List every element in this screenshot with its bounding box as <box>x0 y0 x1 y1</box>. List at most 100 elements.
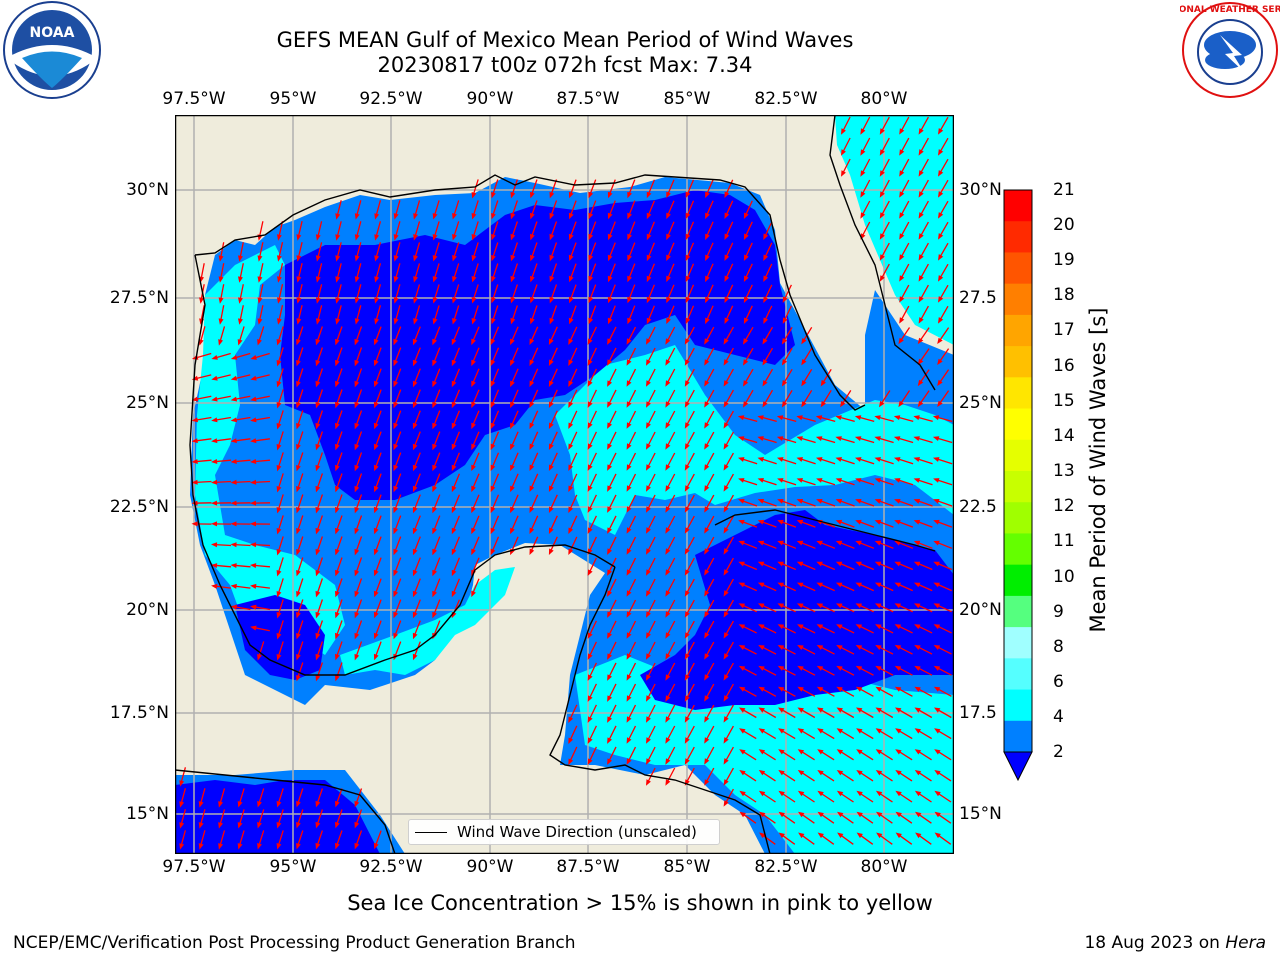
wave-direction-arrow <box>763 263 773 282</box>
wave-direction-arrow <box>490 536 500 556</box>
wave-direction-arrow <box>250 604 271 611</box>
lat-label-left: 22.5°N <box>109 497 169 517</box>
wave-direction-arrow <box>913 519 933 528</box>
wave-direction-arrow <box>587 368 597 387</box>
wave-direction-arrow <box>471 326 480 346</box>
wave-direction-arrow <box>237 326 245 346</box>
wave-direction-arrow <box>529 410 539 429</box>
wave-direction-arrow <box>568 389 578 408</box>
wave-direction-arrow <box>393 473 402 493</box>
wave-direction-arrow <box>895 707 913 719</box>
wave-direction-arrow <box>568 326 578 345</box>
wave-direction-arrow <box>879 158 890 177</box>
wave-direction-arrow <box>393 578 402 598</box>
wave-direction-arrow <box>816 645 835 655</box>
wave-direction-arrow <box>723 578 734 597</box>
map-frame <box>174 114 955 855</box>
wave-direction-arrow <box>587 620 597 639</box>
wave-direction-arrow <box>218 326 226 346</box>
wave-direction-arrow <box>778 728 796 740</box>
wave-direction-arrow <box>757 478 777 486</box>
wave-direction-arrow <box>724 200 734 219</box>
wave-direction-arrow <box>704 473 715 492</box>
wave-direction-arrow <box>777 624 796 634</box>
wave-direction-arrow <box>315 431 324 451</box>
wave-direction-arrow <box>568 536 578 555</box>
wave-direction-arrow <box>211 352 231 360</box>
wave-direction-arrow <box>918 242 929 261</box>
wave-direction-arrow <box>938 221 949 240</box>
wave-direction-arrow <box>938 116 949 135</box>
wave-direction-arrow <box>510 515 519 535</box>
wave-direction-arrow <box>191 438 212 444</box>
wave-direction-arrow <box>568 221 577 241</box>
wave-direction-arrow <box>549 179 558 199</box>
wave-direction-arrow <box>452 284 460 304</box>
wave-direction-arrow <box>816 665 835 676</box>
wave-direction-arrow <box>938 158 949 177</box>
wave-direction-arrow <box>933 499 953 507</box>
wave-direction-arrow <box>646 746 656 765</box>
wave-direction-arrow <box>723 557 734 576</box>
wave-direction-arrow <box>738 457 758 465</box>
wave-direction-arrow <box>491 200 499 220</box>
wave-direction-arrow <box>914 686 933 697</box>
wave-direction-arrow <box>510 389 519 409</box>
wave-direction-arrow <box>776 436 797 444</box>
wave-direction-arrow <box>798 811 815 824</box>
wave-direction-arrow <box>934 770 952 782</box>
wave-direction-arrow <box>797 707 816 719</box>
wave-direction-arrow <box>781 389 793 408</box>
wave-direction-arrow <box>230 479 251 485</box>
colorbar-swatch <box>1004 595 1032 628</box>
wave-direction-arrow <box>684 368 695 387</box>
wave-direction-arrow <box>875 603 894 613</box>
wave-direction-arrow <box>374 221 382 241</box>
wave-direction-arrow <box>894 478 914 486</box>
wave-direction-arrow <box>568 515 578 534</box>
wave-direction-arrow <box>781 347 793 366</box>
wave-direction-arrow <box>666 305 675 325</box>
wave-direction-arrow <box>432 221 440 241</box>
wave-direction-arrow <box>777 665 796 676</box>
colorbar-swatch <box>1004 564 1032 597</box>
wave-direction-arrow <box>373 536 382 556</box>
wave-direction-arrow <box>898 327 911 345</box>
wave-direction-arrow <box>374 200 382 220</box>
wave-direction-arrow <box>875 707 894 719</box>
wave-direction-arrow <box>432 515 441 535</box>
wave-direction-arrow <box>894 561 914 571</box>
wave-direction-arrow <box>841 137 851 156</box>
wave-direction-arrow <box>588 242 597 262</box>
wave-direction-arrow <box>568 494 578 513</box>
wave-direction-arrow <box>315 557 324 577</box>
wave-direction-arrow <box>723 788 734 807</box>
wave-direction-arrow <box>471 305 479 325</box>
wave-direction-arrow <box>704 347 715 366</box>
wave-direction-arrow <box>895 832 913 845</box>
lon-label-top: 95°W <box>269 89 317 109</box>
wave-direction-arrow <box>452 305 460 325</box>
wave-direction-arrow <box>393 305 401 325</box>
wave-direction-arrow <box>510 410 519 430</box>
wave-direction-arrow <box>899 305 910 324</box>
wave-direction-arrow <box>413 263 421 283</box>
wave-direction-arrow <box>626 326 637 345</box>
map-legend: Wind Wave Direction (unscaled) <box>408 819 720 845</box>
wave-direction-arrow <box>315 515 324 535</box>
wave-direction-arrow <box>490 389 500 409</box>
wave-direction-arrow <box>432 200 440 220</box>
wave-direction-arrow <box>705 305 714 325</box>
wave-direction-arrow <box>626 368 637 387</box>
wave-direction-arrow <box>937 348 950 365</box>
wave-direction-arrow <box>743 284 753 303</box>
wave-direction-arrow <box>627 305 636 325</box>
wave-direction-arrow <box>587 662 597 681</box>
wave-direction-arrow <box>296 305 303 325</box>
wave-direction-arrow <box>490 347 500 367</box>
wave-direction-arrow <box>471 389 480 409</box>
wave-direction-arrow <box>626 578 637 597</box>
wave-direction-arrow <box>665 725 676 744</box>
wave-direction-arrow <box>354 578 363 598</box>
wave-direction-arrow <box>568 347 578 366</box>
